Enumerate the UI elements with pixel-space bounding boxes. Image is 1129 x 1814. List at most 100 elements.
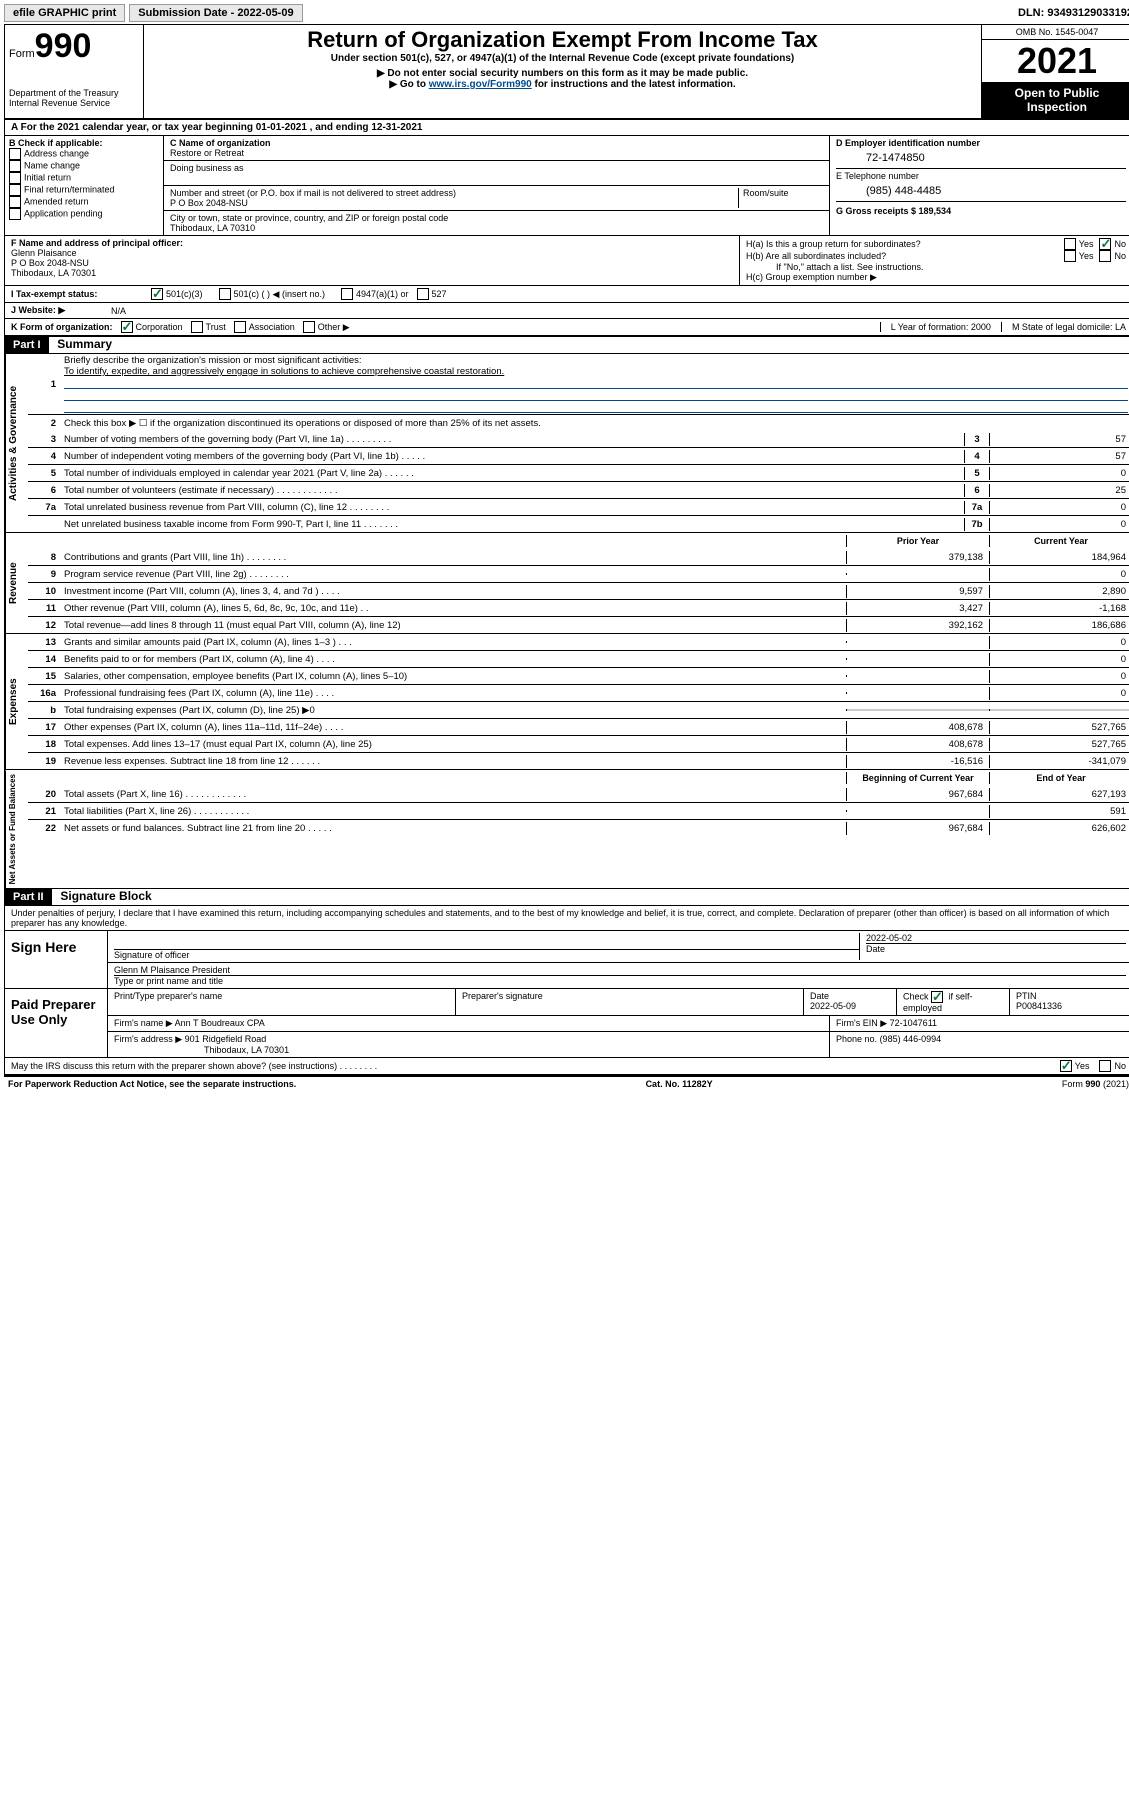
cb-trust[interactable] [191,321,203,333]
block-b-through-g: B Check if applicable: Address change Na… [5,136,1129,236]
summary-line: 14Benefits paid to or for members (Part … [28,650,1129,667]
summary-line: 11Other revenue (Part VIII, column (A), … [28,599,1129,616]
col-b-checkboxes: B Check if applicable: Address change Na… [5,136,164,235]
cb-501c3[interactable] [151,288,163,300]
cb-amended-return[interactable] [9,196,21,208]
form990-link[interactable]: www.irs.gov/Form990 [429,79,532,90]
cb-ha-yes[interactable] [1064,238,1076,250]
section-expenses: Expenses 13Grants and similar amounts pa… [5,634,1129,770]
ein-value: 72-1474850 [836,148,1126,168]
section-revenue: Revenue b Prior Year Current Year 8Contr… [5,533,1129,634]
firm-address-1: 901 Ridgefield Road [185,1034,267,1044]
cb-corporation[interactable] [121,321,133,333]
form-header: Form990 Department of the Treasury Inter… [5,25,1129,120]
part-ii-header: Part II Signature Block [5,889,1129,906]
cb-address-change[interactable] [9,148,21,160]
summary-line: 21Total liabilities (Part X, line 26) . … [28,802,1129,819]
summary-line: 7aTotal unrelated business revenue from … [28,498,1129,515]
gross-receipts: G Gross receipts $ 189,534 [836,201,1126,216]
officer-signed-name: Glenn M Plaisance President [114,965,1126,976]
summary-line: 3Number of voting members of the governi… [28,431,1129,447]
org-address: P O Box 2048-NSU [170,198,738,208]
phone-value: (985) 448-4485 [836,181,1126,201]
col-d-e-g: D Employer identification number 72-1474… [830,136,1129,235]
cb-initial-return[interactable] [9,172,21,184]
row-j-website: J Website: ▶ N/A [5,303,1129,319]
sign-here-block: Sign Here Signature of officer 2022-05-0… [5,931,1129,989]
summary-line: 8Contributions and grants (Part VIII, li… [28,549,1129,565]
cb-discuss-no[interactable] [1099,1060,1111,1072]
summary-line: 13Grants and similar amounts paid (Part … [28,634,1129,650]
form-title: Return of Organization Exempt From Incom… [148,27,977,53]
cb-self-employed[interactable] [931,991,943,1003]
summary-line: bTotal fundraising expenses (Part IX, co… [28,701,1129,718]
form-subtitle-3: ▶ Go to www.irs.gov/Form990 for instruct… [148,79,977,90]
summary-line: 22Net assets or fund balances. Subtract … [28,819,1129,836]
summary-line: 9Program service revenue (Part VIII, lin… [28,565,1129,582]
part-i-header: Part I Summary [5,337,1129,354]
prep-date: 2022-05-09 [810,1001,890,1011]
summary-line: Net unrelated business taxable income fr… [28,515,1129,532]
cb-hb-yes[interactable] [1064,250,1076,262]
cb-527[interactable] [417,288,429,300]
firm-name: Ann T Boudreaux CPA [175,1018,265,1028]
firm-phone: (985) 446-0994 [880,1034,942,1044]
summary-line: 4Number of independent voting members of… [28,447,1129,464]
form-subtitle-2: ▶ Do not enter social security numbers o… [148,68,977,79]
ptin-value: P00841336 [1016,1001,1126,1011]
firm-address-2: Thibodaux, LA 70301 [114,1045,823,1055]
row-a-tax-year: A For the 2021 calendar year, or tax yea… [5,120,1129,136]
side-net-assets: Net Assets or Fund Balances [5,770,28,888]
officer-name: Glenn Plaisance [11,248,733,258]
row-i-tax-status: I Tax-exempt status: 501(c)(3) 501(c) ( … [5,286,1129,303]
block-f-h: F Name and address of principal officer:… [5,236,1129,286]
omb-label: OMB No. 1545-0047 [982,25,1129,39]
col-c-org-info: C Name of organization Restore or Retrea… [164,136,830,235]
summary-line: 10Investment income (Part VIII, column (… [28,582,1129,599]
section-governance: Activities & Governance 1 Briefly descri… [5,354,1129,533]
open-to-public: Open to Public Inspection [982,82,1129,118]
efile-print-button[interactable]: efile GRAPHIC print [4,4,125,22]
cb-4947[interactable] [341,288,353,300]
page-footer: For Paperwork Reduction Act Notice, see … [4,1077,1129,1091]
cb-final-return[interactable] [9,184,21,196]
sign-date: 2022-05-02 [866,933,1126,943]
cb-other[interactable] [303,321,315,333]
org-name: Restore or Retreat [170,148,823,158]
summary-line: 5Total number of individuals employed in… [28,464,1129,481]
summary-line: 18Total expenses. Add lines 13–17 (must … [28,735,1129,752]
firm-ein: 72-1047611 [890,1018,937,1028]
side-expenses: Expenses [5,634,28,769]
summary-line: 6Total number of volunteers (estimate if… [28,481,1129,498]
cb-association[interactable] [234,321,246,333]
perjury-declaration: Under penalties of perjury, I declare th… [5,906,1129,931]
org-city: Thibodaux, LA 70310 [170,223,823,233]
tax-year: 2021 [982,39,1129,82]
dept-label: Department of the Treasury [9,88,139,98]
mission-text: To identify, expedite, and aggressively … [64,366,1128,377]
website-value: N/A [111,306,126,316]
summary-line: 19Revenue less expenses. Subtract line 1… [28,752,1129,769]
cb-hb-no[interactable] [1099,250,1111,262]
cb-application-pending[interactable] [9,208,21,220]
state-domicile: M State of legal domicile: LA [1001,322,1126,332]
summary-line: 17Other expenses (Part IX, column (A), l… [28,718,1129,735]
form-container: Form990 Department of the Treasury Inter… [4,24,1129,1077]
cb-discuss-yes[interactable] [1060,1060,1072,1072]
summary-line: 20Total assets (Part X, line 16) . . . .… [28,786,1129,802]
irs-label: Internal Revenue Service [9,98,139,108]
summary-line: 15Salaries, other compensation, employee… [28,667,1129,684]
row-k-form-org: K Form of organization: Corporation Trus… [5,319,1129,337]
summary-line: 16aProfessional fundraising fees (Part I… [28,684,1129,701]
submission-date-button[interactable]: Submission Date - 2022-05-09 [129,4,302,22]
cb-name-change[interactable] [9,160,21,172]
paid-preparer-block: Paid Preparer Use Only Print/Type prepar… [5,989,1129,1058]
section-net-assets: Net Assets or Fund Balances Beginning of… [5,770,1129,889]
form-number: Form990 [9,27,139,66]
cb-ha-no[interactable] [1099,238,1111,250]
summary-line: 12Total revenue—add lines 8 through 11 (… [28,616,1129,633]
side-governance: Activities & Governance [5,354,28,532]
year-formation: L Year of formation: 2000 [880,322,1001,332]
cb-501c[interactable] [219,288,231,300]
top-toolbar: efile GRAPHIC print Submission Date - 20… [4,4,1129,22]
